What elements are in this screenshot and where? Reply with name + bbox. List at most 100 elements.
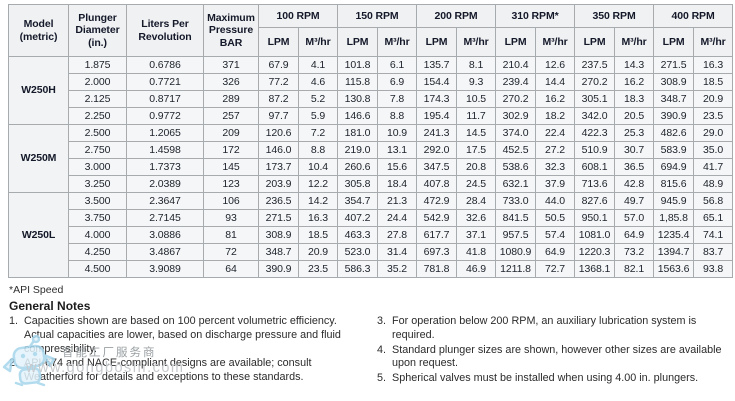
- model-cell: W250H: [8, 56, 69, 125]
- cell-lpm: 538.6: [495, 158, 537, 176]
- cell-m3hr: 29.0: [693, 124, 734, 142]
- subheader-m3hr: M³/hr: [693, 27, 734, 57]
- cell-lpm: 463.3: [337, 226, 379, 244]
- api-speed-footnote: *API Speed: [9, 284, 64, 296]
- subheader-lpm: LPM: [258, 27, 299, 57]
- cell-plunger-diameter: 2.750: [68, 141, 127, 159]
- cell-m3hr: 35.0: [693, 141, 734, 159]
- note-number: 1.: [9, 315, 19, 327]
- cell-m3hr: 65.1: [693, 209, 734, 227]
- cell-m3hr: 31.4: [377, 243, 418, 261]
- cell-m3hr: 12.6: [535, 56, 576, 74]
- cell-m3hr: 12.2: [297, 175, 339, 193]
- cell-m3hr: 20.9: [297, 243, 339, 261]
- table-row: 2.750 1.4598 172 146.0 8.8 219.0 13.1 292.0 17.5…: [9, 141, 734, 159]
- note-2: 2. API-674 and NACE-compliant designs ar…: [9, 357, 363, 385]
- cell-lpm: 1220.3: [574, 243, 616, 261]
- table-row: W250H 1.875 0.6786 371 67.9 4.1 101.8 6.1 135.7 8…: [8, 56, 734, 125]
- cell-liters-per-revolution: 0.7721: [126, 73, 204, 91]
- cell-m3hr: 23.5: [693, 107, 734, 125]
- column-header-pressure: Maximum Pressure BAR: [203, 4, 259, 57]
- cell-liters-per-revolution: 2.3647: [126, 192, 204, 210]
- cell-lpm: 146.0: [258, 141, 299, 159]
- subheader-m3hr: M³/hr: [377, 27, 418, 57]
- cell-m3hr: 41.7: [693, 158, 734, 176]
- cell-plunger-diameter: 3.000: [68, 158, 127, 176]
- column-header-rpm: 400 RPM: [653, 4, 734, 28]
- column-header-liters: Liters Per Revolution: [126, 4, 204, 57]
- cell-lpm: 407.2: [337, 209, 379, 227]
- subheader-m3hr: M³/hr: [456, 27, 497, 57]
- cell-lpm: 219.0: [337, 141, 379, 159]
- cell-m3hr: 27.8: [377, 226, 418, 244]
- cell-lpm: 239.4: [495, 73, 537, 91]
- cell-m3hr: 46.9: [456, 260, 497, 278]
- cell-lpm: 482.6: [653, 124, 695, 142]
- cell-m3hr: 14.3: [614, 56, 655, 74]
- cell-lpm: 583.9: [653, 141, 695, 159]
- cell-m3hr: 8.8: [297, 141, 339, 159]
- cell-lpm: 841.5: [495, 209, 537, 227]
- cell-m3hr: 72.7: [535, 260, 576, 278]
- note-text: For operation below 200 RPM, an auxiliar…: [392, 315, 697, 341]
- cell-lpm: 97.7: [258, 107, 299, 125]
- cell-lpm: 523.0: [337, 243, 379, 261]
- cell-m3hr: 7.2: [297, 124, 339, 142]
- cell-lpm: 237.5: [574, 56, 616, 74]
- cell-m3hr: 20.5: [614, 107, 655, 125]
- cell-m3hr: 83.7: [693, 243, 734, 261]
- cell-lpm: 632.1: [495, 175, 537, 193]
- note-text: Standard plunger sizes are shown, howeve…: [392, 343, 722, 370]
- cell-liters-per-revolution: 1.2065: [126, 124, 204, 142]
- column-header-rpm: 200 RPM: [416, 4, 497, 28]
- cell-max-pressure-bar: 209: [203, 124, 259, 142]
- cell-max-pressure-bar: 172: [203, 141, 259, 159]
- cell-liters-per-revolution: 1.7373: [126, 158, 204, 176]
- table-row: 2.000 0.7721 326 77.2 4.6 115.8 6.9 154.4 9.3 239…: [9, 73, 734, 91]
- column-header-plunger: Plunger Diameter (in.): [68, 4, 127, 57]
- cell-lpm: 101.8: [337, 56, 379, 74]
- cell-lpm: 950.1: [574, 209, 616, 227]
- note-text: Capacities shown are based on 100 percen…: [24, 315, 341, 355]
- cell-lpm: 342.0: [574, 107, 616, 125]
- cell-lpm: 87.2: [258, 90, 299, 108]
- note-text: API-674 and NACE-compliant designs are a…: [24, 357, 312, 384]
- cell-m3hr: 93.8: [693, 260, 734, 278]
- subheader-m3hr: M³/hr: [614, 27, 655, 57]
- cell-m3hr: 14.2: [297, 192, 339, 210]
- cell-lpm: 195.4: [416, 107, 458, 125]
- cell-lpm: 120.6: [258, 124, 299, 142]
- cell-lpm: 67.9: [258, 56, 299, 74]
- cell-m3hr: 64.9: [535, 243, 576, 261]
- cell-liters-per-revolution: 0.9772: [126, 107, 204, 125]
- cell-m3hr: 16.3: [693, 56, 734, 74]
- cell-max-pressure-bar: 257: [203, 107, 259, 125]
- cell-m3hr: 24.5: [456, 175, 497, 193]
- table-row: 2.250 0.9772 257 97.7 5.9 146.6 8.8 195.4 11.7 30…: [9, 107, 734, 125]
- subheader-lpm: LPM: [574, 27, 616, 57]
- table-row: 2.125 0.8717 289 87.2 5.2 130.8 7.8 174.3 10.5 27…: [9, 90, 734, 108]
- table-header: Model (metric) Plunger Diameter (in.) Lite…: [8, 4, 734, 57]
- cell-lpm: 146.6: [337, 107, 379, 125]
- cell-max-pressure-bar: 72: [203, 243, 259, 261]
- cell-plunger-diameter: 2.250: [68, 107, 127, 125]
- cell-lpm: 390.9: [258, 260, 299, 278]
- cell-lpm: 1,85.8: [653, 209, 695, 227]
- cell-lpm: 348.7: [653, 90, 695, 108]
- cell-plunger-diameter: 4.500: [68, 260, 127, 278]
- cell-lpm: 542.9: [416, 209, 458, 227]
- subheader-lpm: LPM: [337, 27, 379, 57]
- note-number: 2.: [9, 357, 19, 370]
- cell-lpm: 1235.4: [653, 226, 695, 244]
- cell-lpm: 241.3: [416, 124, 458, 142]
- notes-right-column: 3. For operation below 200 RPM, an auxil…: [377, 315, 731, 387]
- table-body: W250H 1.875 0.6786 371 67.9 4.1 101.8 6.1 135.7 8…: [8, 56, 734, 278]
- cell-plunger-diameter: 1.875: [68, 56, 127, 74]
- cell-m3hr: 73.2: [614, 243, 655, 261]
- column-header-rpm: 150 RPM: [337, 4, 418, 28]
- cell-lpm: 308.9: [653, 73, 695, 91]
- cell-lpm: 181.0: [337, 124, 379, 142]
- cell-max-pressure-bar: 145: [203, 158, 259, 176]
- cell-m3hr: 49.7: [614, 192, 655, 210]
